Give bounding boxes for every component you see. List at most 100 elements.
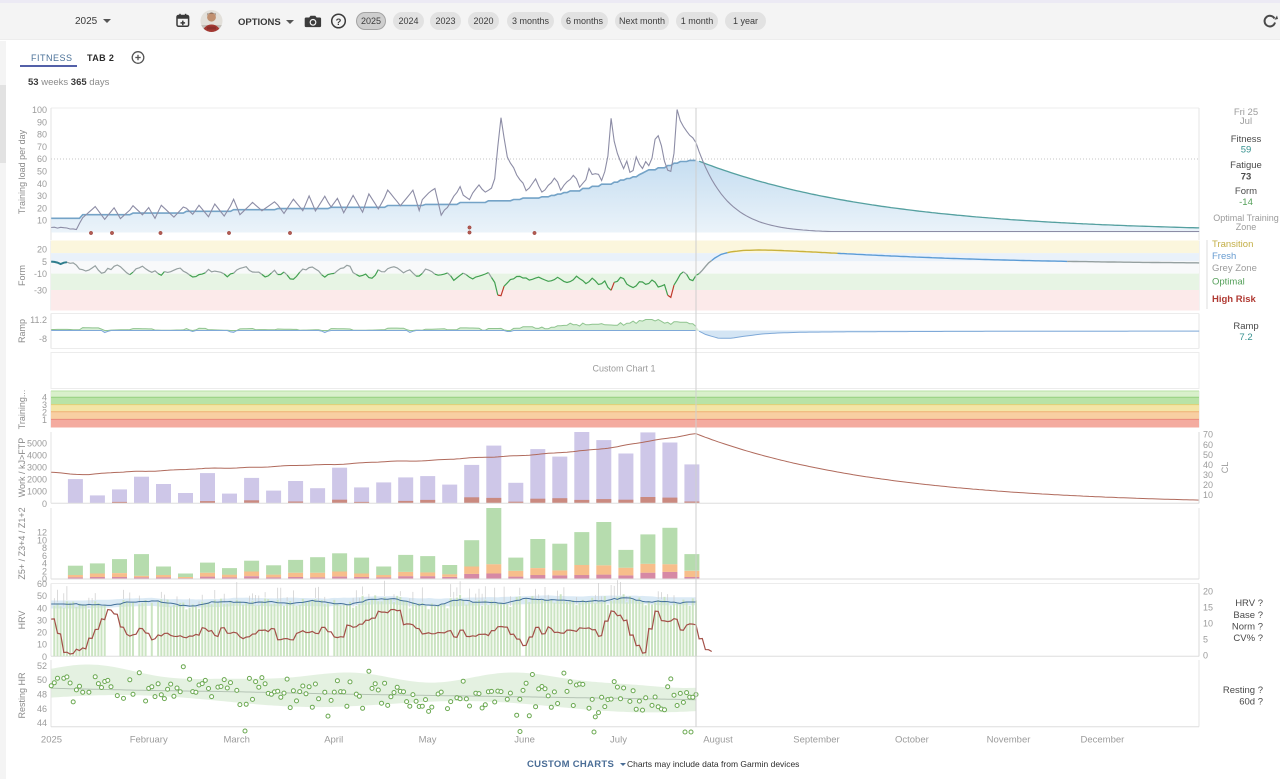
svg-text:40: 40 [37, 179, 47, 189]
svg-text:June: June [514, 735, 535, 746]
svg-text:Fitness: Fitness [1231, 134, 1262, 145]
svg-text:100: 100 [32, 105, 47, 115]
svg-text:CV% ?: CV% ? [1233, 633, 1263, 644]
svg-text:Work / kJ>FTP: Work / kJ>FTP [17, 438, 27, 498]
svg-text:Training load per day: Training load per day [17, 129, 27, 214]
svg-text:50: 50 [37, 675, 47, 685]
svg-text:0: 0 [42, 652, 47, 662]
svg-text:30: 30 [37, 615, 47, 625]
svg-text:40: 40 [1203, 460, 1213, 470]
svg-text:60: 60 [37, 579, 47, 589]
svg-text:-30: -30 [34, 285, 47, 295]
svg-text:Ramp: Ramp [17, 319, 27, 343]
svg-text:Custom Chart 1: Custom Chart 1 [592, 364, 655, 374]
svg-text:High Risk: High Risk [1212, 294, 1257, 305]
svg-text:0: 0 [42, 574, 47, 584]
svg-text:15: 15 [1203, 602, 1213, 612]
svg-text:October: October [895, 735, 929, 746]
svg-text:5: 5 [1203, 635, 1208, 645]
svg-text:February: February [130, 735, 168, 746]
svg-text:CL: CL [1220, 462, 1230, 474]
svg-text:20: 20 [37, 203, 47, 213]
svg-text:July: July [610, 735, 627, 746]
svg-text:Optimal Training: Optimal Training [1213, 213, 1279, 223]
svg-text:Norm ?: Norm ? [1232, 622, 1263, 633]
svg-text:November: November [987, 735, 1031, 746]
svg-text:0: 0 [42, 499, 47, 509]
svg-text:4: 4 [42, 393, 47, 403]
svg-text:Form: Form [17, 265, 27, 286]
svg-text:10: 10 [37, 535, 47, 545]
svg-text:5: 5 [42, 257, 47, 267]
svg-text:4000: 4000 [27, 450, 47, 460]
svg-text:20: 20 [37, 245, 47, 255]
svg-text:December: December [1080, 735, 1124, 746]
svg-text:20: 20 [1203, 586, 1213, 596]
svg-text:59: 59 [1241, 145, 1252, 156]
svg-text:50: 50 [1203, 450, 1213, 460]
svg-text:30: 30 [37, 191, 47, 201]
svg-text:August: August [703, 735, 733, 746]
svg-text:48: 48 [37, 689, 47, 699]
svg-text:70: 70 [1203, 430, 1213, 440]
svg-text:50: 50 [37, 591, 47, 601]
svg-text:3000: 3000 [27, 463, 47, 473]
svg-text:46: 46 [37, 704, 47, 714]
svg-text:6: 6 [42, 551, 47, 561]
svg-text:10: 10 [1203, 490, 1213, 500]
svg-text:60: 60 [1203, 440, 1213, 450]
svg-text:50: 50 [37, 167, 47, 177]
svg-text:60: 60 [37, 154, 47, 164]
svg-text:73: 73 [1241, 172, 1252, 183]
svg-text:Ramp: Ramp [1233, 321, 1258, 332]
svg-text:Transition: Transition [1212, 239, 1253, 250]
svg-text:2: 2 [42, 566, 47, 576]
svg-text:2025: 2025 [41, 735, 62, 746]
svg-text:HRV: HRV [17, 611, 27, 630]
svg-text:April: April [324, 735, 343, 746]
svg-text:44: 44 [37, 718, 47, 728]
svg-text:Fresh: Fresh [1212, 251, 1236, 262]
svg-text:10: 10 [37, 216, 47, 226]
svg-text:-8: -8 [39, 334, 47, 344]
svg-text:Jul: Jul [1240, 116, 1252, 127]
svg-text:-10: -10 [34, 269, 47, 279]
svg-text:11.2: 11.2 [30, 315, 47, 325]
svg-text:70: 70 [37, 142, 47, 152]
svg-text:5000: 5000 [27, 438, 47, 448]
svg-text:Form: Form [1235, 186, 1257, 197]
svg-text:40: 40 [37, 603, 47, 613]
svg-text:60d ?: 60d ? [1239, 697, 1263, 708]
svg-text:May: May [419, 735, 437, 746]
svg-text:Z5+ / Z3+4 / Z1+2: Z5+ / Z3+4 / Z1+2 [17, 507, 27, 579]
svg-text:10: 10 [1203, 619, 1213, 629]
svg-text:90: 90 [37, 117, 47, 127]
svg-text:7.2: 7.2 [1239, 332, 1252, 343]
svg-text:20: 20 [1203, 480, 1213, 490]
svg-text:2000: 2000 [27, 475, 47, 485]
svg-text:12: 12 [37, 528, 47, 538]
svg-text:Base ?: Base ? [1233, 610, 1263, 621]
svg-text:HRV ?: HRV ? [1235, 598, 1263, 609]
svg-text:?: ? [336, 17, 342, 28]
svg-text:September: September [793, 735, 839, 746]
svg-text:3: 3 [42, 400, 47, 410]
svg-text:2: 2 [42, 408, 47, 418]
svg-text:30: 30 [1203, 470, 1213, 480]
svg-text:Optimal: Optimal [1212, 277, 1245, 288]
svg-text:4: 4 [42, 559, 47, 569]
svg-text:-14: -14 [1239, 197, 1253, 208]
svg-text:Resting HR: Resting HR [17, 672, 27, 719]
svg-text:10: 10 [37, 640, 47, 650]
svg-text:0: 0 [1203, 651, 1208, 661]
svg-text:Fri 25: Fri 25 [1234, 107, 1258, 118]
svg-text:1000: 1000 [27, 487, 47, 497]
svg-text:Training...: Training... [17, 390, 27, 430]
svg-text:Resting ?: Resting ? [1223, 685, 1263, 696]
svg-text:Fatigue: Fatigue [1230, 160, 1262, 171]
svg-text:March: March [223, 735, 249, 746]
svg-text:1: 1 [42, 415, 47, 425]
svg-text:80: 80 [37, 130, 47, 140]
svg-text:20: 20 [37, 628, 47, 638]
svg-text:52: 52 [37, 661, 47, 671]
